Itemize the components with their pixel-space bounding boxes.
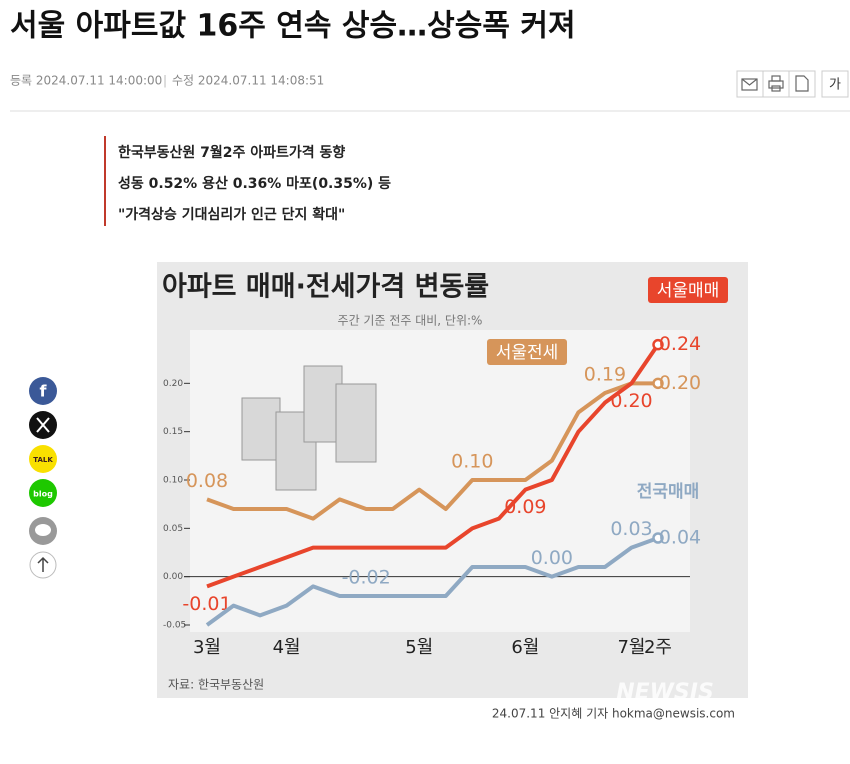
x-tick-label: 3월: [193, 637, 221, 658]
share-bar: f TALK blog: [29, 377, 57, 579]
facebook-share[interactable]: [29, 377, 57, 405]
series-tag-box: [487, 339, 567, 365]
print-button[interactable]: [762, 70, 790, 98]
pdf-icon: [795, 75, 809, 92]
data-label: 0.03: [610, 518, 652, 540]
y-tick-label: 0.00: [163, 572, 183, 582]
plot-area: [190, 330, 690, 632]
data-label: 0.09: [504, 496, 546, 518]
data-label: 0.19: [584, 364, 626, 386]
data-label: -0.02: [342, 567, 391, 589]
end-point: [652, 377, 664, 390]
summary-line: 한국부동산원 7월2주 아파트가격 동향: [118, 144, 345, 161]
y-tick-label: 0.15: [163, 427, 183, 437]
y-tick-label: 0.20: [163, 379, 183, 389]
data-label: 0.00: [531, 547, 573, 569]
separator: |: [163, 74, 167, 88]
chart-source: 자료: 한국부동산원: [168, 678, 264, 692]
building-illustration: [241, 365, 377, 491]
end-point: [652, 338, 664, 351]
legend-label: 서울매매: [657, 281, 720, 301]
watermark: NEWSIS: [616, 680, 714, 705]
headline: 서울 아파트값 16주 연속 상승…상승폭 커져: [10, 9, 576, 44]
summary-line: 성동 0.52% 용산 0.36% 마포(0.35%) 등: [118, 175, 391, 192]
font-button[interactable]: [821, 70, 849, 98]
kakao-label: TALK: [33, 456, 53, 464]
data-label: 0.10: [451, 451, 493, 473]
print-icon: [771, 75, 781, 82]
registered-date: 등록 2024.07.11 14:00:00: [10, 74, 162, 88]
kakao-share[interactable]: [29, 445, 57, 473]
email-icon: [741, 78, 758, 91]
data-label: 0.24: [659, 333, 701, 355]
y-tick-label: 0.05: [163, 524, 183, 534]
x-tick-label: 5월: [405, 637, 433, 658]
toolbar: [736, 70, 849, 98]
blog-label: blog: [33, 490, 53, 499]
legend-label: 전국매매: [637, 482, 700, 502]
data-label: -0.01: [182, 593, 231, 615]
chart-title: 아파트 매매·전세가격 변동률: [162, 272, 489, 303]
x-icon: [36, 417, 50, 433]
chart: 아파트 매매·전세가격 변동률 주간 기준 전주 대비, 단위:% 자료: 한국…: [157, 262, 748, 705]
x-tick-label: 6월: [511, 637, 539, 658]
font-size-label: 가: [829, 78, 841, 93]
comment-icon: [35, 524, 51, 536]
series-line: [205, 536, 659, 627]
x-tick-label: 7월: [617, 637, 645, 658]
legend-label: 서울전세: [496, 343, 559, 363]
x-tick-label: 2주: [644, 637, 672, 658]
y-tick-label: 0.10: [163, 476, 183, 486]
top-icon: [37, 556, 49, 572]
series-line: [206, 381, 658, 521]
chart-subtitle: 주간 기준 전주 대비, 단위:%: [338, 314, 483, 328]
print-icon: [768, 80, 784, 89]
summary-line: "가격상승 기대심리가 인근 단지 확대": [118, 206, 345, 223]
y-tick-label: -0.05: [163, 621, 186, 631]
facebook-label: f: [40, 382, 48, 401]
series-line: [206, 343, 660, 589]
series-tag-box: [648, 277, 728, 303]
blog-share[interactable]: [29, 479, 57, 507]
print-icon: [771, 85, 781, 92]
caption: 24.07.11 안지혜 기자 hokma@newsis.com: [492, 707, 735, 721]
modified-date: 수정 2024.07.11 14:08:51: [172, 74, 324, 88]
end-point: [652, 532, 664, 544]
email-icon: [741, 78, 758, 86]
x-tick-label: 4월: [273, 637, 301, 658]
pdf-button[interactable]: [788, 70, 816, 98]
data-label: 0.08: [186, 470, 228, 492]
data-label: 0.20: [659, 372, 701, 394]
data-label: 0.04: [659, 527, 701, 549]
data-label: 0.20: [610, 390, 652, 412]
